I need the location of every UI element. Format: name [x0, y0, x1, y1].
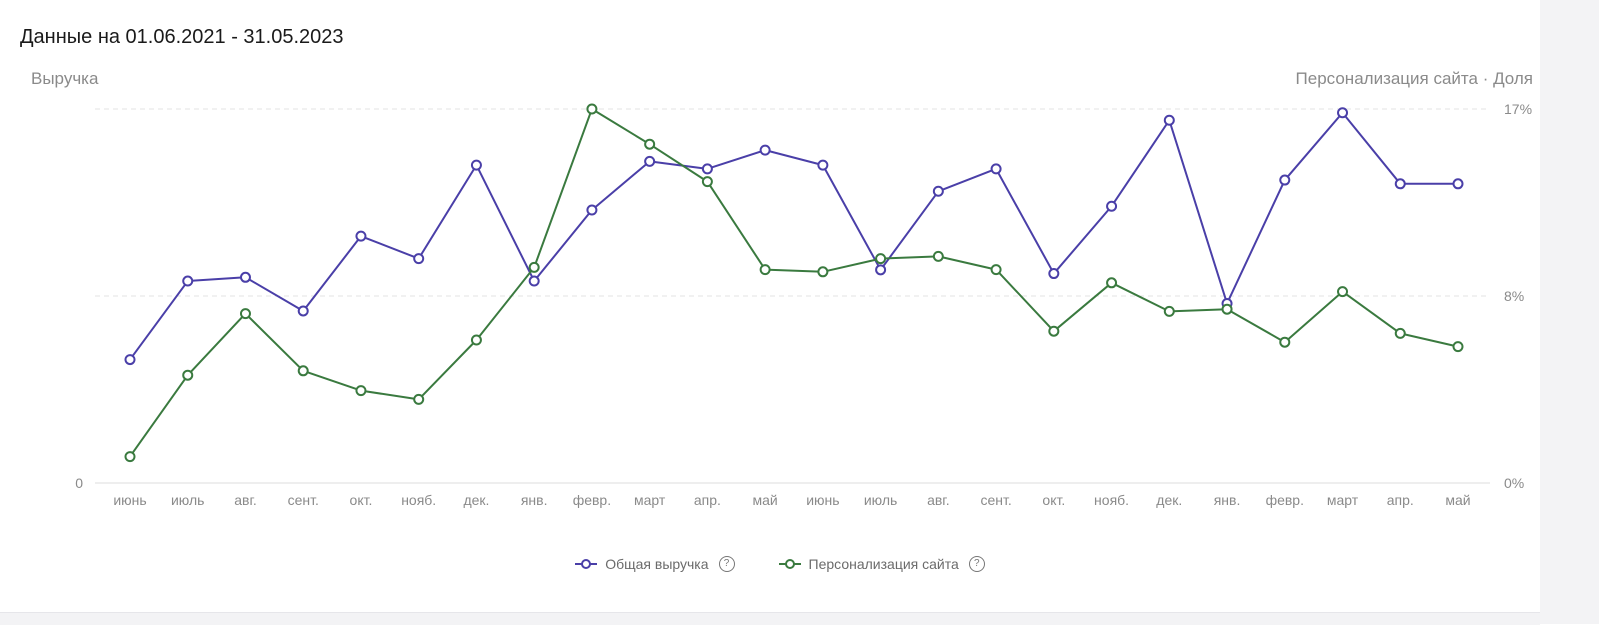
right-tick-label: 8% — [1504, 288, 1524, 304]
x-tick-label: февр. — [573, 492, 611, 508]
data-point-revenue — [1452, 178, 1464, 190]
data-point-revenue — [1048, 268, 1060, 280]
data-point-revenue — [124, 354, 136, 366]
x-tick-label: июнь — [113, 492, 146, 508]
data-point-revenue — [355, 230, 367, 242]
legend-label-personalization: Персонализация сайта — [808, 556, 959, 572]
data-point-personalization — [759, 264, 771, 276]
series-line-personalization — [129, 108, 1459, 458]
data-point-personalization — [1394, 327, 1406, 339]
x-tick-label: апр. — [1387, 492, 1414, 508]
x-tick-label: нояб. — [1094, 492, 1129, 508]
x-tick-label: сент. — [980, 492, 1011, 508]
data-point-personalization — [932, 250, 944, 262]
data-point-revenue — [1163, 114, 1175, 126]
data-point-personalization — [990, 264, 1002, 276]
data-point-revenue — [413, 253, 425, 265]
right-axis-ticks: 0% 8% 17% — [1504, 101, 1532, 491]
x-tick-label: янв. — [1214, 492, 1241, 508]
x-tick-label: май — [753, 492, 778, 508]
data-point-personalization — [875, 253, 887, 265]
data-point-revenue — [528, 275, 540, 287]
data-point-personalization — [701, 176, 713, 188]
data-point-personalization — [239, 308, 251, 320]
data-point-revenue — [875, 264, 887, 276]
data-point-revenue — [470, 159, 482, 171]
data-point-revenue — [586, 204, 598, 216]
data-point-revenue — [817, 159, 829, 171]
data-point-revenue — [1279, 174, 1291, 186]
gridlines — [95, 108, 1490, 484]
help-icon[interactable]: ? — [968, 556, 985, 572]
data-point-personalization — [1452, 341, 1464, 353]
card-bottom-edge — [0, 612, 1540, 625]
data-point-personalization — [817, 266, 829, 278]
data-point-revenue — [1394, 178, 1406, 190]
data-point-personalization — [297, 365, 309, 377]
x-tick-label: июль — [864, 492, 897, 508]
data-point-revenue — [239, 271, 251, 283]
data-point-personalization — [124, 451, 136, 463]
legend-item-revenue[interactable]: Общая выручка ? — [575, 556, 735, 572]
data-point-revenue — [182, 275, 194, 287]
x-tick-label: авг. — [234, 492, 257, 508]
data-point-revenue — [1337, 107, 1349, 119]
data-point-revenue — [297, 305, 309, 317]
legend-label-revenue: Общая выручка — [605, 556, 709, 572]
data-point-personalization — [644, 138, 656, 150]
data-point-personalization — [1279, 336, 1291, 348]
series-layer — [124, 103, 1464, 463]
x-tick-label: апр. — [694, 492, 721, 508]
data-point-revenue — [990, 163, 1002, 175]
data-point-personalization — [413, 393, 425, 405]
right-tick-label: 0% — [1504, 475, 1524, 491]
right-axis-title: Персонализация сайта · Доля — [1295, 69, 1533, 88]
data-point-personalization — [1163, 305, 1175, 317]
x-tick-label: июль — [171, 492, 204, 508]
x-tick-label: сент. — [288, 492, 319, 508]
data-point-revenue — [1106, 200, 1118, 212]
x-tick-label: дек. — [463, 492, 489, 508]
data-point-revenue — [701, 163, 713, 175]
left-axis-ticks: 0 — [75, 475, 83, 491]
x-tick-label: дек. — [1156, 492, 1182, 508]
left-tick-label: 0 — [75, 475, 83, 491]
data-point-revenue — [759, 144, 771, 156]
legend: Общая выручка ? Персонализация сайта ? — [0, 556, 1560, 572]
chart-card — [0, 0, 1599, 612]
x-tick-label: авг. — [927, 492, 950, 508]
data-point-revenue — [932, 185, 944, 197]
page-background-strip — [1540, 0, 1599, 624]
help-icon[interactable]: ? — [718, 556, 735, 572]
series-line-revenue — [129, 111, 1458, 361]
x-tick-label: окт. — [1042, 492, 1065, 508]
data-point-personalization — [1337, 286, 1349, 298]
data-point-personalization — [528, 261, 540, 273]
x-tick-label: март — [1327, 492, 1359, 508]
x-tick-label: окт. — [350, 492, 373, 508]
x-axis-ticks: июнь июль авг. сент. окт. нояб. дек. янв. февр. м… — [113, 492, 1470, 508]
x-tick-label: февр. — [1266, 492, 1304, 508]
data-point-personalization — [1106, 277, 1118, 289]
data-point-personalization — [1048, 325, 1060, 337]
legend-swatch-personalization — [778, 559, 801, 569]
x-tick-label: июнь — [806, 492, 839, 508]
chart-title: Данные на 01.06.2021 - 31.05.2023 — [20, 26, 344, 48]
left-axis-title: Выручка — [31, 69, 99, 88]
data-point-personalization — [586, 103, 598, 115]
legend-item-personalization[interactable]: Персонализация сайта ? — [778, 556, 985, 572]
data-point-personalization — [182, 369, 194, 381]
data-point-revenue — [644, 155, 656, 167]
x-tick-label: май — [1445, 492, 1470, 508]
data-point-personalization — [1221, 303, 1233, 315]
legend-swatch-revenue — [575, 559, 598, 569]
data-point-personalization — [470, 334, 482, 346]
x-tick-label: нояб. — [401, 492, 436, 508]
right-tick-label: 17% — [1504, 101, 1532, 117]
data-point-personalization — [355, 385, 367, 397]
x-tick-label: янв. — [521, 492, 548, 508]
x-tick-label: март — [634, 492, 666, 508]
